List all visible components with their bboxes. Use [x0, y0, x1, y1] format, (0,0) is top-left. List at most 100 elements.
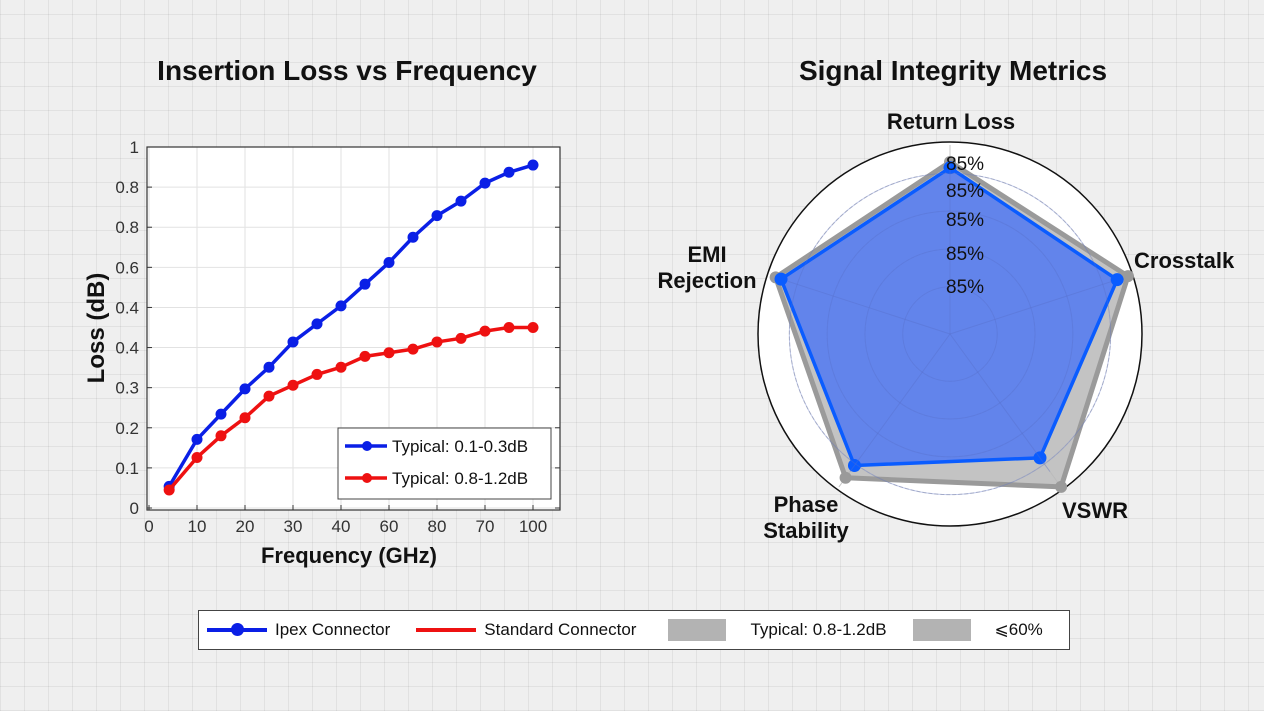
- radar-ring-label: 85%: [946, 154, 984, 175]
- series-line-red: [167, 325, 533, 492]
- data-point: [527, 159, 539, 171]
- radar-ring-overlay: [864, 248, 1036, 420]
- data-point: [191, 433, 203, 445]
- data-point: [359, 278, 371, 290]
- x-tick-label: 0: [144, 517, 153, 536]
- legend-marker-icon: [362, 441, 372, 451]
- radar-data-point: [774, 272, 788, 286]
- radar-ring-label: 85%: [946, 210, 984, 231]
- x-tick-label: 20: [236, 517, 255, 536]
- legend-item-typical: Typical: 0.8-1.2dB: [668, 619, 887, 641]
- radar-chart-title: Signal Integrity Metrics: [798, 55, 1108, 86]
- y-tick-label: 0.4: [115, 339, 139, 358]
- data-point: [407, 231, 419, 243]
- radar-data-point: [1110, 273, 1124, 287]
- data-point: [359, 350, 371, 362]
- radar-data-point: [1055, 480, 1068, 493]
- y-tick-label: 0.6: [115, 258, 139, 277]
- radar-axis-label: EMI: [687, 242, 726, 267]
- y-tick-label: 0.1: [115, 459, 139, 478]
- legend-label: Ipex Connector: [275, 620, 391, 639]
- insertion-loss-chart: 0 10 20 30 40 60 80 70 100 0 0.1 0.2 0.3 0.4 0.4 0.6 0.8…: [83, 138, 561, 568]
- radar-axis-label: VSWR: [1062, 498, 1128, 523]
- data-point: [527, 322, 539, 333]
- y-tick-label: 0.8: [115, 218, 139, 237]
- data-point: [163, 484, 175, 496]
- x-axis-label: Frequency (GHz): [261, 543, 437, 568]
- radar-axis-label: Stability: [763, 518, 849, 543]
- radar-ring-overlay: [826, 210, 1074, 458]
- legend-frame: [337, 427, 552, 500]
- data-point: [407, 343, 419, 355]
- x-tick-label: 40: [332, 517, 351, 536]
- legend-marker-icon: [362, 473, 372, 483]
- legend-line-marker-icon: [207, 623, 267, 636]
- radar-axis-label: Return Loss: [887, 109, 1015, 134]
- x-tick-label: 100: [519, 517, 547, 536]
- radar-data-point: [1121, 270, 1134, 283]
- legend-line-icon: [416, 628, 477, 632]
- data-point: [191, 451, 203, 463]
- legend-label: Typical: 0.8-1.2dB: [750, 620, 887, 639]
- legend-label: Typical: 0.1-0.3dB: [392, 437, 528, 456]
- radar-ring-label: 85%: [946, 277, 984, 298]
- data-point: [287, 379, 299, 391]
- radar-spoke-overlay: [849, 333, 951, 472]
- legend-item-threshold: ⩽60%: [912, 619, 1043, 641]
- radar-ring-overlay: [788, 172, 1112, 496]
- data-point: [383, 257, 395, 269]
- data-point: [335, 361, 347, 373]
- y-tick-label: 0.2: [115, 419, 139, 438]
- data-point: [215, 430, 227, 442]
- radar-axis-label: Phase: [774, 492, 839, 517]
- radar-ring-label: 85%: [946, 244, 984, 265]
- radar-axis-label: Rejection: [657, 268, 756, 293]
- data-point: [263, 390, 275, 402]
- y-tick-label: 0: [130, 499, 139, 518]
- plot-frame: [146, 146, 561, 511]
- data-point: [455, 195, 467, 207]
- data-point: [455, 332, 467, 344]
- signal-integrity-radar: 85% 85% 85% 85% 85% Return Loss Crosstalk VSWR P…: [657, 109, 1235, 543]
- data-point: [239, 412, 251, 424]
- radar-data-point: [943, 161, 957, 175]
- y-tick-label: 0.3: [115, 379, 139, 398]
- x-tick-label: 60: [380, 517, 399, 536]
- y-axis-label: Loss (dB): [83, 273, 110, 384]
- data-point: [335, 300, 347, 312]
- series-line-blue: [167, 163, 534, 488]
- data-point: [311, 318, 323, 330]
- data-point: [215, 408, 227, 420]
- radar-spoke-overlay: [788, 280, 951, 335]
- bottom-legend: Ipex Connector Standard Connector Typica…: [198, 610, 1070, 650]
- data-point: [479, 325, 491, 337]
- legend-label: Typical: 0.8-1.2dB: [392, 469, 528, 488]
- line-chart-legend: Typical: 0.1-0.3dB Typical: 0.8-1.2dB: [337, 427, 552, 500]
- data-point: [263, 361, 275, 373]
- radar-spoke-overlay: [949, 280, 1112, 335]
- x-tick-label: 10: [188, 517, 207, 536]
- legend-label: Standard Connector: [484, 620, 637, 639]
- radar-data-point: [839, 471, 852, 484]
- data-point: [239, 383, 251, 395]
- data-point: [431, 210, 443, 222]
- radar-ring-overlay: [902, 286, 998, 382]
- legend-item-ipex: Ipex Connector: [207, 620, 390, 640]
- legend-label: ⩽60%: [994, 620, 1043, 639]
- data-point: [431, 336, 443, 348]
- data-point: [311, 368, 323, 380]
- radar-ring-label: 85%: [946, 181, 984, 202]
- data-point: [503, 322, 515, 333]
- data-point: [383, 347, 395, 359]
- y-tick-label: 0.4: [115, 298, 139, 317]
- x-tick-label: 30: [284, 517, 303, 536]
- data-point: [287, 336, 299, 348]
- legend-swatch-icon: [668, 619, 727, 641]
- legend-swatch-icon: [912, 619, 971, 641]
- ipex-area: [779, 165, 1119, 468]
- radar-axis-label: Crosstalk: [1134, 248, 1235, 273]
- legend-item-standard: Standard Connector: [416, 620, 636, 640]
- data-point: [479, 177, 491, 189]
- radar-data-point: [1033, 451, 1047, 465]
